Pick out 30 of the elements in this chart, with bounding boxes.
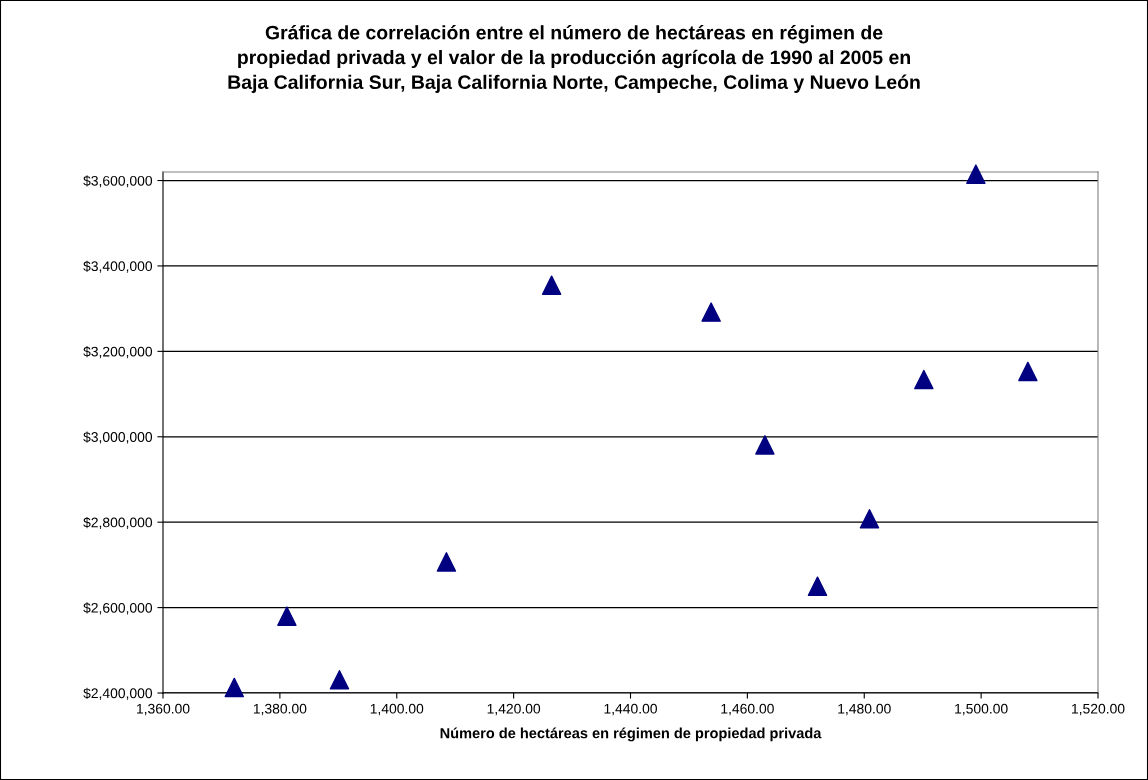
point <box>329 670 350 690</box>
y-tick-label: $2,800,000 <box>83 516 153 529</box>
chart-title: Gráfica de correlación entre el número de hectáreas en régimen de propiedad privada y el valor de la producción agrícola de 1990 al 2005 en Baja California Sur, Baja California Norte, Campeche, Colima y Nuevo León <box>228 25 920 93</box>
x-tick-label: 1,500.00 <box>955 703 1008 716</box>
y-tick-label: $3,600,000 <box>83 175 153 188</box>
x-tick-label: 1,360.00 <box>137 703 190 716</box>
point <box>755 435 775 455</box>
point <box>436 552 457 572</box>
point <box>914 369 934 390</box>
y-tick-label: $3,000,000 <box>83 431 153 444</box>
point <box>1018 361 1038 382</box>
x-tick-label: 1,420.00 <box>487 703 541 716</box>
y-tick-label: $3,200,000 <box>83 346 153 359</box>
x-tick-label: 1,480.00 <box>838 703 891 716</box>
point <box>224 677 245 698</box>
y-tick-label: $3,400,000 <box>83 260 153 273</box>
y-tick-label: $2,600,000 <box>83 602 153 615</box>
x-tick-label: 1,440.00 <box>604 703 657 716</box>
x-tick-label: 1,460.00 <box>721 703 774 716</box>
x-axis-title: Número de hectáreas en régimen de propiedad privada <box>440 727 822 742</box>
x-tick-label: 1,520.00 <box>1072 703 1125 716</box>
point <box>859 509 880 529</box>
point <box>966 164 986 184</box>
x-tick-label: 1,400.00 <box>370 703 424 716</box>
y-tick-label: $2,400,000 <box>83 687 153 700</box>
point <box>807 576 828 596</box>
point <box>701 302 721 322</box>
x-tick-label: 1,380.00 <box>253 703 307 716</box>
point <box>541 275 562 295</box>
point <box>277 606 297 626</box>
